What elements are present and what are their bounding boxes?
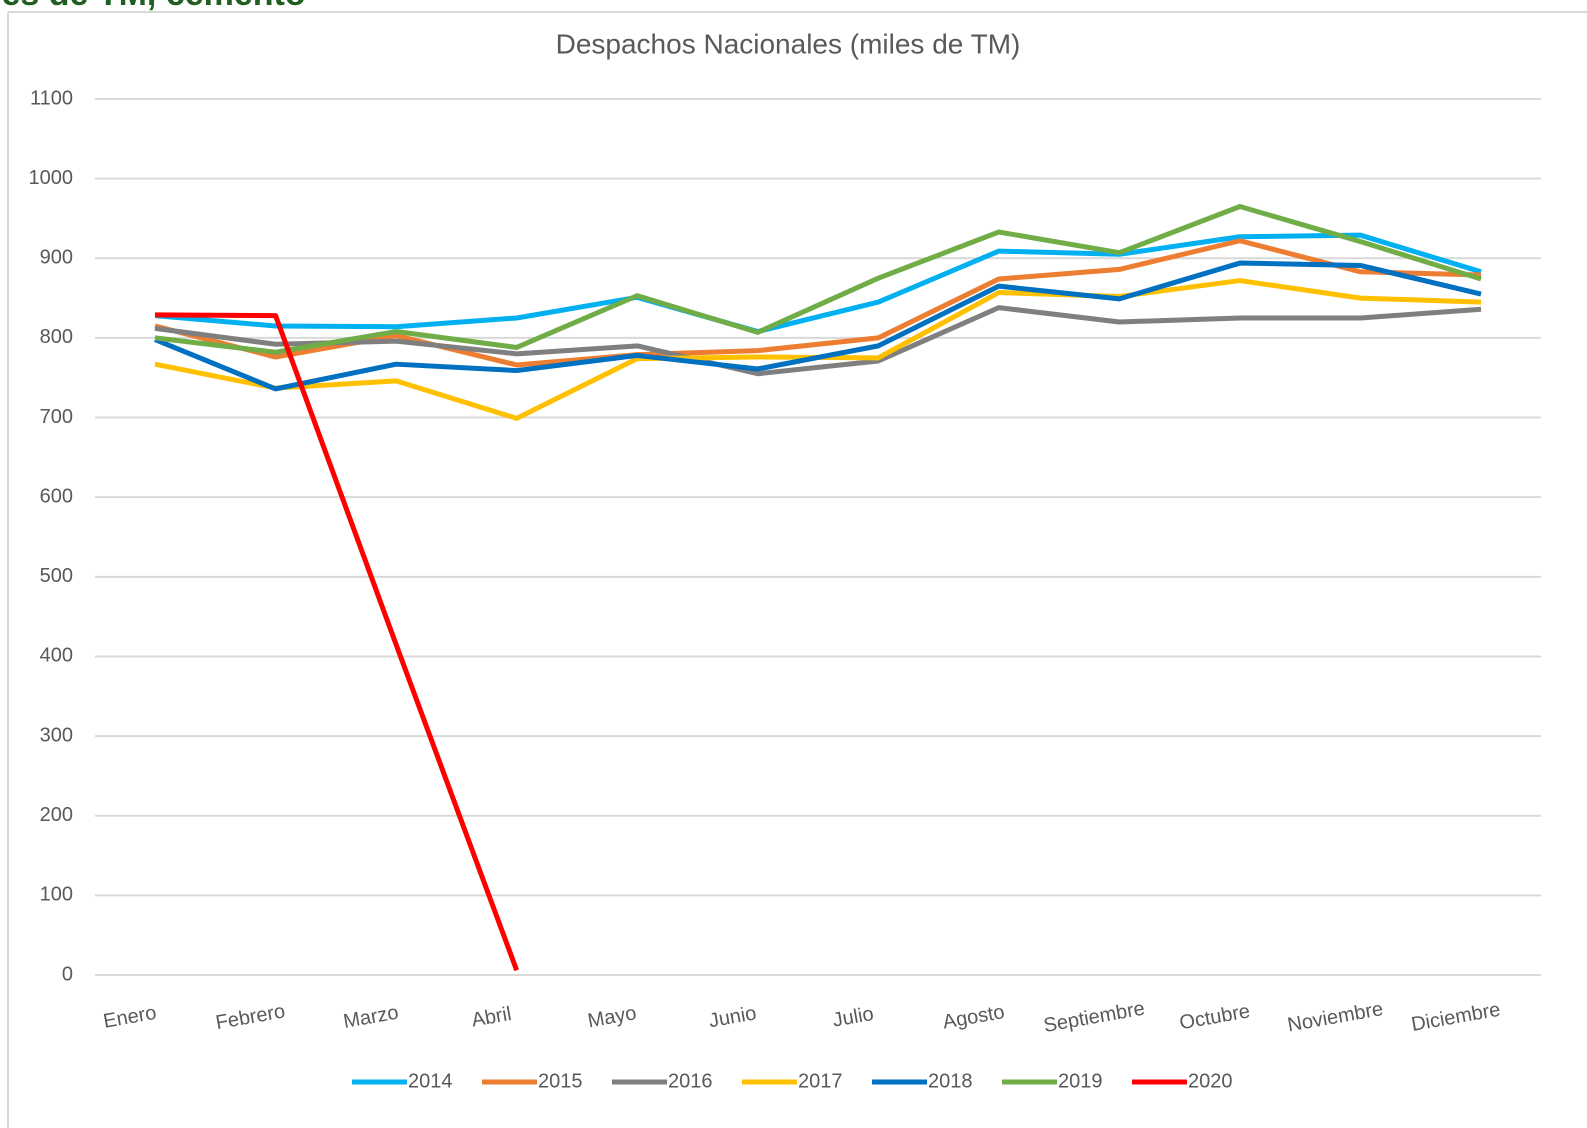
y-tick-label: 500	[40, 565, 73, 587]
y-tick-label: 400	[40, 645, 73, 667]
y-tick-label: 100	[40, 884, 73, 906]
y-tick-label: 300	[40, 724, 73, 746]
x-tick-label: Diciembre	[1410, 999, 1502, 1036]
series-line	[154, 238, 1482, 368]
x-tick-label: Mayo	[586, 1002, 638, 1032]
x-tick-label: Septiembre	[1042, 998, 1147, 1037]
series-line	[154, 305, 1482, 377]
legend-label: 2018	[928, 1070, 973, 1092]
x-tick-label: Marzo	[342, 1002, 401, 1033]
x-tick-label: Abril	[470, 1003, 513, 1032]
y-tick-label: 0	[62, 963, 73, 985]
legend-label: 2016	[668, 1070, 713, 1092]
x-tick-label: Octubre	[1178, 1000, 1252, 1034]
legend-label: 2020	[1188, 1070, 1233, 1092]
legend-label: 2017	[798, 1070, 843, 1092]
x-tick-label: Julio	[831, 1003, 875, 1032]
y-tick-label: 200	[40, 804, 73, 826]
x-tick-label: Febrero	[214, 1000, 287, 1034]
series-line	[154, 260, 1482, 392]
chart-title: Despachos Nacionales (miles de TM)	[556, 28, 1021, 59]
series-line	[154, 232, 1482, 335]
x-tick-label: Junio	[707, 1002, 758, 1032]
x-tick-label: Enero	[102, 1002, 158, 1033]
y-tick-label: 800	[40, 326, 73, 348]
series-line	[154, 312, 519, 972]
legend-label: 2015	[538, 1070, 583, 1092]
y-tick-label: 600	[40, 485, 73, 507]
y-tick-label: 900	[40, 247, 73, 269]
x-tick-label: Agosto	[941, 1001, 1006, 1033]
legend-label: 2019	[1058, 1070, 1103, 1092]
slide-title: les de TM, cemento	[0, 0, 306, 13]
series-line	[154, 204, 1482, 355]
series-line	[154, 278, 1482, 421]
y-tick-label: 1100	[30, 87, 73, 109]
legend-label: 2014	[408, 1070, 453, 1092]
y-tick-label: 1000	[29, 167, 74, 189]
y-tick-label: 700	[40, 406, 73, 428]
x-tick-label: Noviembre	[1286, 998, 1385, 1036]
